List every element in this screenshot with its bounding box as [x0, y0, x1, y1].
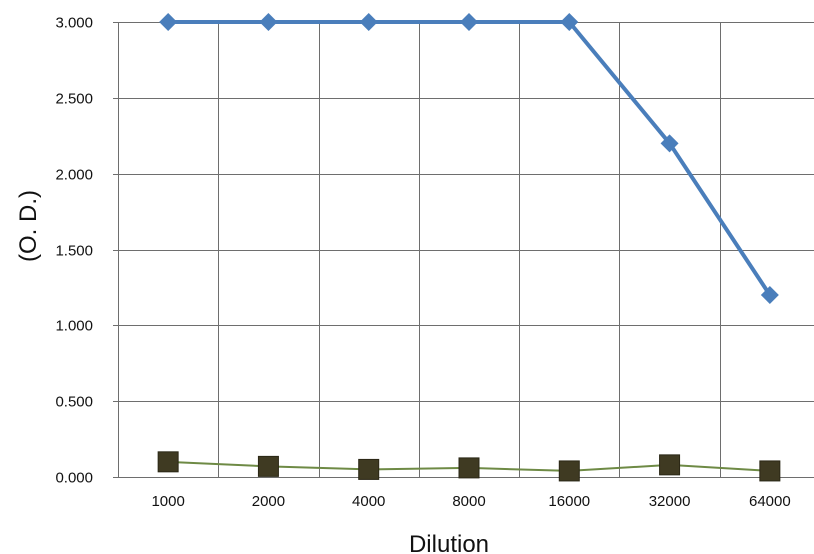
x-tick-label: 4000 — [352, 493, 385, 510]
series-1-point — [460, 13, 478, 31]
y-tick-label: 1.000 — [55, 318, 93, 335]
series-lines — [168, 20, 772, 472]
y-tick-label: 3.000 — [55, 15, 93, 32]
series-1-point — [259, 13, 278, 31]
series-2-point — [558, 460, 580, 482]
series-2-point — [659, 454, 681, 476]
y-tick-labels: 0.000 0.500 1.000 1.500 2.000 2.500 3.000 — [55, 15, 93, 487]
series-2-point — [157, 451, 179, 473]
series-1-point — [560, 13, 579, 31]
series-1-point — [359, 13, 378, 31]
series-markers — [157, 13, 781, 482]
y-axis-title: (O. D.) — [15, 190, 42, 262]
y-tick-label: 2.500 — [55, 91, 93, 108]
series-2-point — [358, 458, 380, 480]
x-tick-labels: 1000 2000 4000 8000 16000 32000 64000 — [151, 493, 790, 510]
grid — [118, 22, 814, 477]
x-tick-label: 8000 — [452, 493, 485, 510]
x-tick-label: 16000 — [548, 493, 590, 510]
x-axis-title: Dilution — [409, 531, 489, 554]
x-tick-label: 1000 — [151, 493, 184, 510]
series-2-point — [759, 460, 781, 482]
series-2-point — [458, 457, 480, 479]
x-tick-label: 2000 — [252, 493, 285, 510]
series-1-line — [168, 20, 772, 297]
x-tick-label: 32000 — [649, 493, 691, 510]
y-tick-label: 2.000 — [55, 167, 93, 184]
y-tick-label: 0.500 — [55, 394, 93, 411]
y-tick-label: 1.500 — [55, 243, 93, 260]
series-1-point — [760, 286, 779, 304]
series-2-point — [257, 455, 279, 477]
series-1-point — [159, 13, 178, 31]
series-1-point — [660, 134, 679, 153]
x-tick-label: 64000 — [749, 493, 791, 510]
y-tick-label: 0.000 — [55, 470, 93, 487]
